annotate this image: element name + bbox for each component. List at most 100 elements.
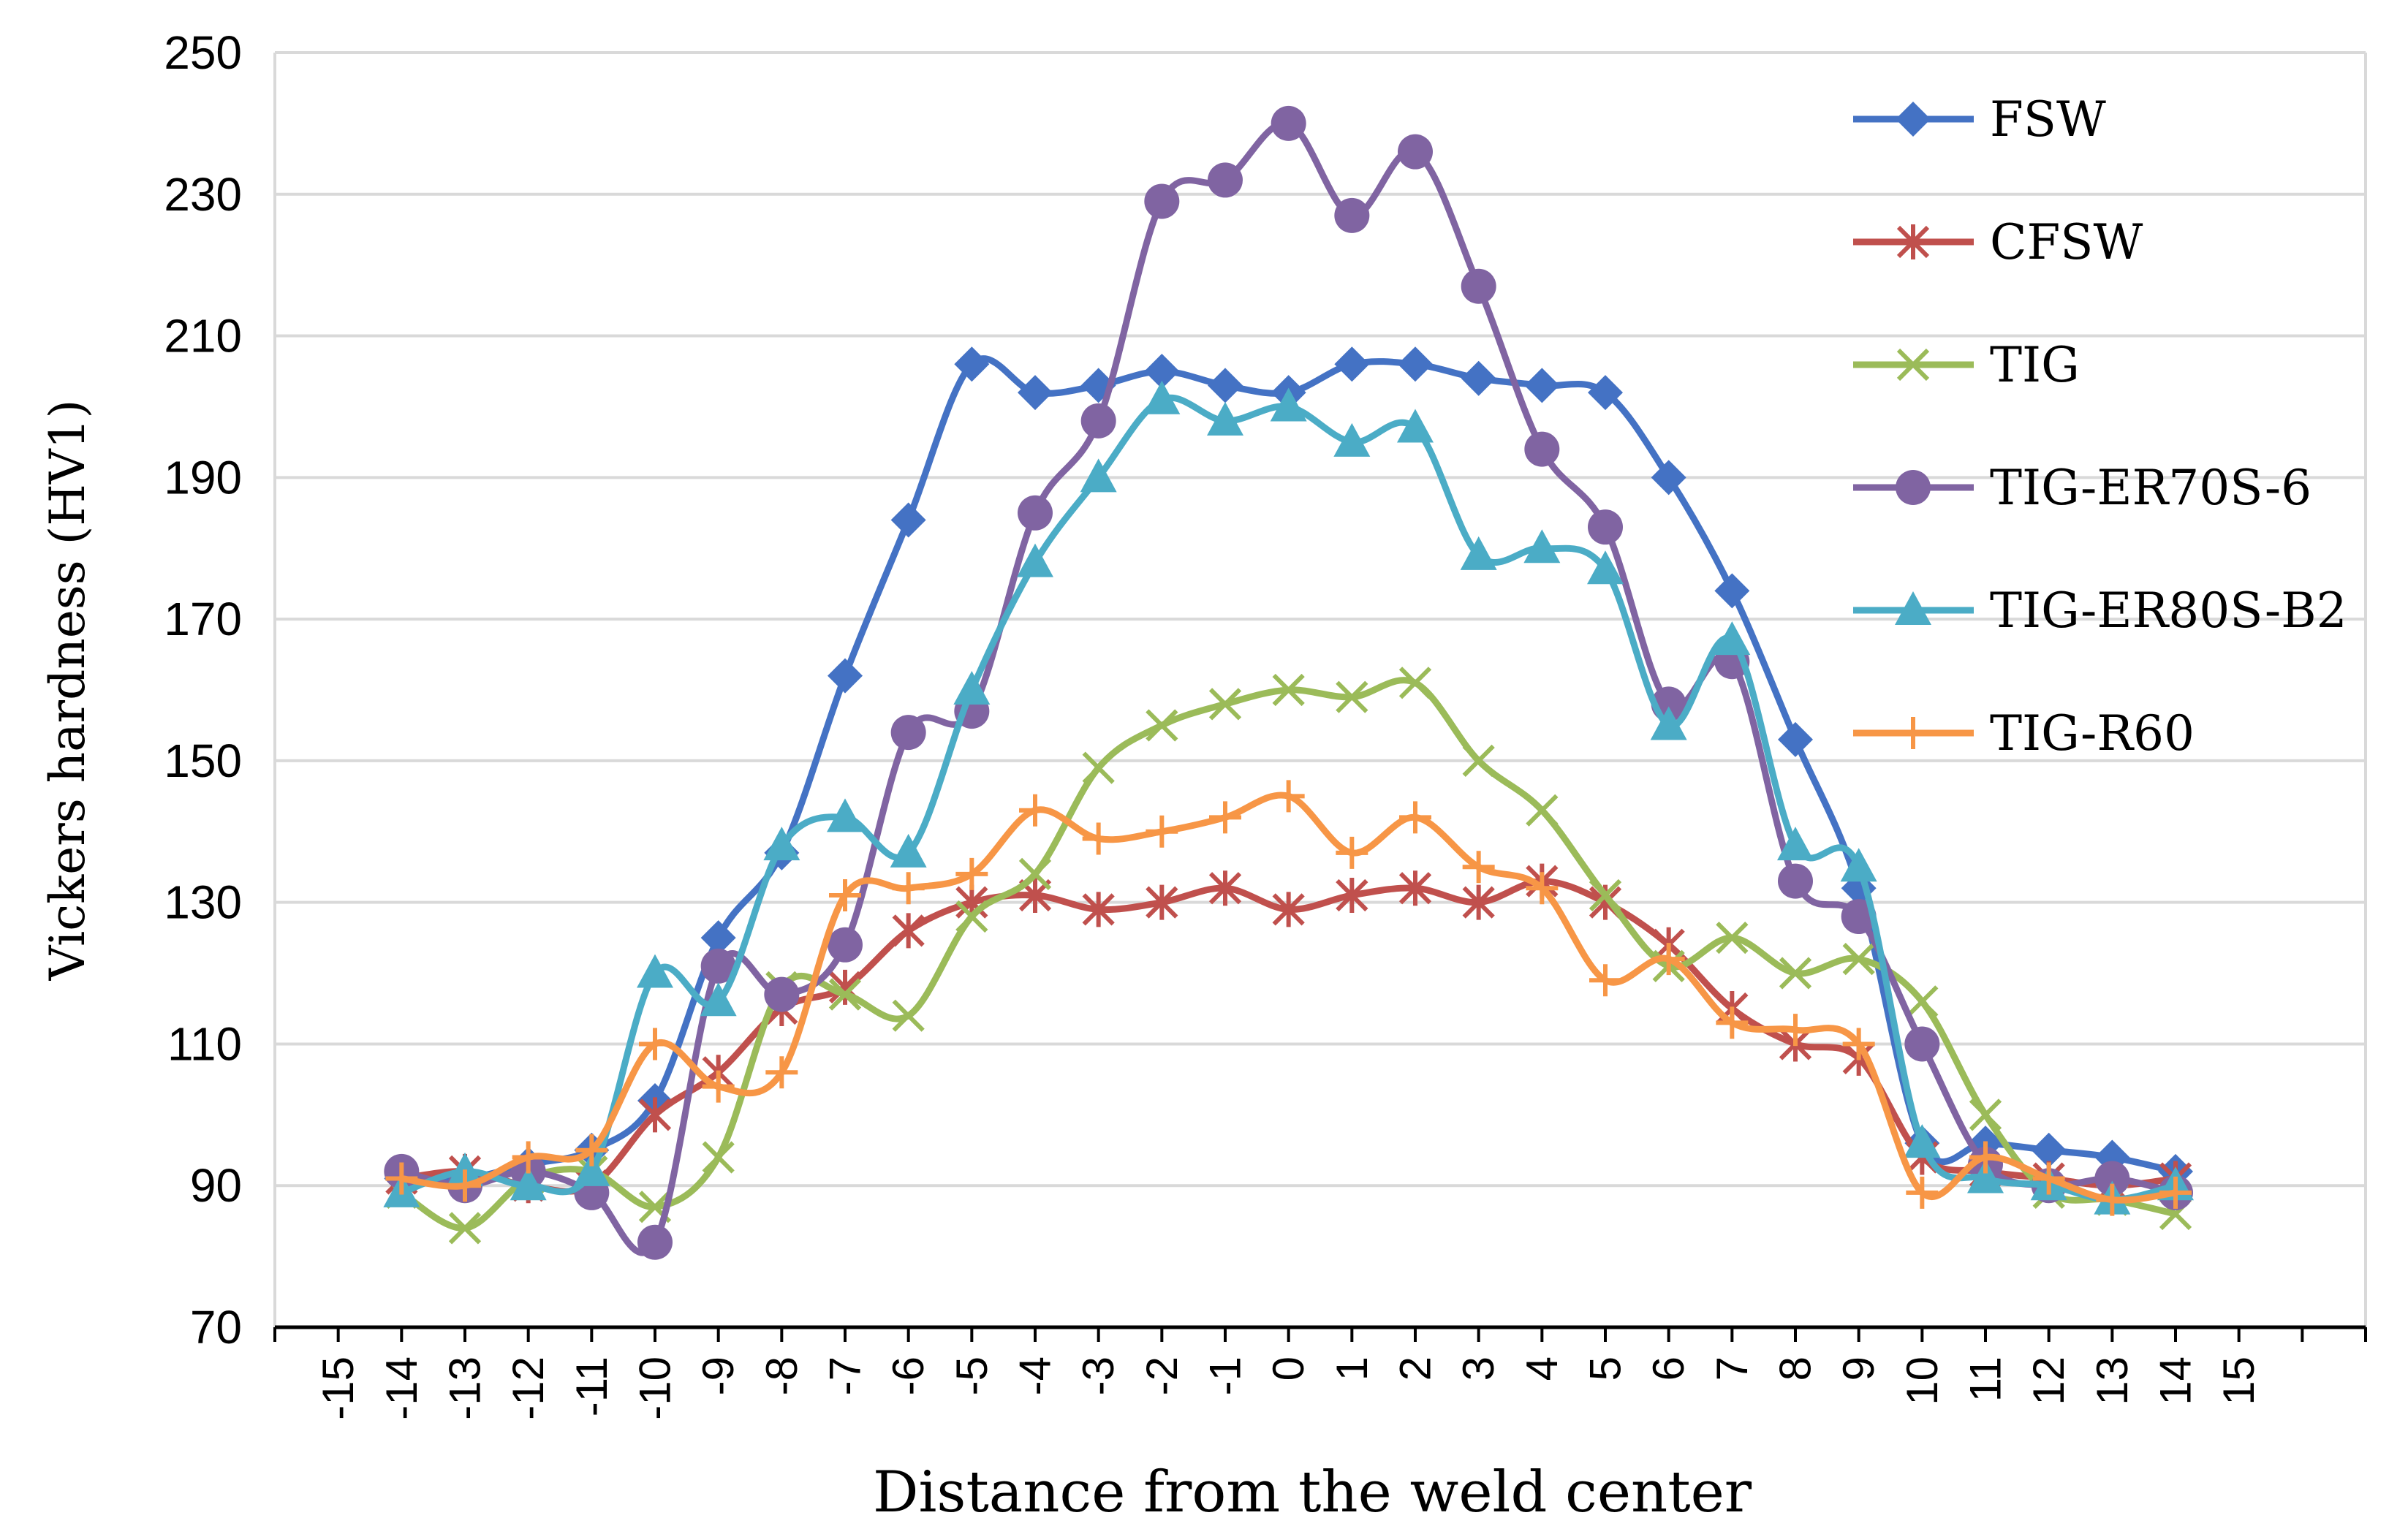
data-point <box>1779 957 1812 990</box>
data-point <box>890 502 926 538</box>
data-point <box>1271 105 1306 141</box>
data-point <box>1462 744 1495 778</box>
data-point <box>510 1166 547 1201</box>
data-point <box>1398 667 1432 699</box>
data-point <box>1967 1159 2004 1193</box>
data-point <box>700 948 736 984</box>
series-tig-r60 <box>385 780 2192 1216</box>
data-point <box>573 1152 610 1186</box>
data-point <box>1398 134 1433 170</box>
x-tick-label: 3 <box>1454 1356 1503 1381</box>
x-tick-label: -2 <box>1137 1356 1186 1395</box>
y-tick-label: 150 <box>164 735 242 787</box>
data-point <box>828 978 862 1011</box>
data-point <box>2159 1176 2192 1209</box>
data-point <box>892 999 925 1032</box>
data-point <box>1778 863 1813 899</box>
y-tick-labels: 70 90 110 130 150 170 190 210 230 250 <box>164 26 242 1354</box>
data-point <box>828 927 863 963</box>
data-point <box>1336 680 1368 713</box>
data-point <box>1523 529 1561 563</box>
data-point <box>1270 387 1307 422</box>
data-point <box>954 346 990 382</box>
data-point <box>702 1141 735 1174</box>
data-point <box>765 1056 798 1089</box>
data-point <box>1208 688 1242 721</box>
data-point <box>1082 892 1115 927</box>
data-point <box>1398 870 1432 906</box>
data-point <box>1334 346 1370 382</box>
x-tick-label: 2 <box>1391 1356 1440 1381</box>
legend-item: TIG <box>1853 337 2080 393</box>
data-point <box>1841 899 1877 935</box>
legend-label: FSW <box>1990 91 2106 148</box>
y-tick-label: 230 <box>164 168 242 221</box>
y-axis-label: Vickers hardness (HV1) <box>39 400 96 982</box>
data-point <box>1906 1176 1939 1209</box>
data-point <box>1019 794 1051 827</box>
data-point <box>1589 878 1622 912</box>
data-point <box>1462 884 1495 920</box>
x-tick-label: 13 <box>2088 1356 2137 1405</box>
data-point <box>1272 673 1305 707</box>
x-tick-label: 5 <box>1581 1356 1630 1381</box>
data-point <box>1272 892 1305 927</box>
series-tig-er80s-b2 <box>383 380 2194 1215</box>
data-point <box>1018 857 1052 891</box>
data-point <box>1208 870 1242 906</box>
x-tick-label: 8 <box>1771 1356 1820 1381</box>
data-point <box>1146 709 1178 742</box>
x-tick-label: 9 <box>1834 1356 1883 1381</box>
data-point <box>1777 827 1814 861</box>
data-point <box>1588 375 1623 411</box>
data-point <box>1336 836 1368 869</box>
data-point <box>575 1134 608 1166</box>
data-point <box>512 1141 545 1174</box>
data-point <box>1840 848 1877 882</box>
x-tick-label: -14 <box>377 1356 426 1420</box>
y-tick-label: 170 <box>164 593 242 645</box>
data-point <box>1779 1014 1811 1047</box>
legend-item: FSW <box>1853 91 2106 148</box>
legend-label: CFSW <box>1990 214 2143 270</box>
data-point <box>1397 409 1434 443</box>
x-tick-label: 1 <box>1328 1356 1377 1381</box>
x-tick-label: -1 <box>1201 1356 1250 1395</box>
data-point <box>1143 380 1181 414</box>
data-point <box>1208 368 1243 403</box>
y-tick-label: 190 <box>164 451 242 504</box>
data-point <box>1146 884 1178 920</box>
legend-item: TIG-ER80S-B2 <box>1853 582 2347 639</box>
x-tick-label: -9 <box>694 1356 743 1395</box>
data-point <box>1208 162 1243 198</box>
y-tick-label: 70 <box>190 1301 242 1354</box>
data-point <box>1651 460 1686 496</box>
y-tick-label: 210 <box>164 310 242 363</box>
data-point <box>2094 1161 2130 1196</box>
data-point <box>1842 943 1875 976</box>
data-point <box>447 1152 483 1186</box>
data-point <box>1144 354 1180 389</box>
data-point <box>1588 509 1623 545</box>
data-point <box>890 715 926 751</box>
x-tick-label: -3 <box>1074 1356 1123 1395</box>
data-point <box>1080 403 1116 439</box>
legend-label: TIG-ER80S-B2 <box>1990 582 2347 639</box>
data-point <box>1144 183 1180 219</box>
data-point <box>1018 375 1053 411</box>
data-point <box>1082 822 1115 855</box>
data-point <box>2096 1183 2129 1216</box>
data-point <box>829 878 861 911</box>
data-point <box>702 1070 735 1103</box>
legend-label: TIG-ER70S-6 <box>1990 460 2312 516</box>
legend-marker <box>1897 717 1929 749</box>
data-point <box>700 982 737 1017</box>
data-point <box>953 671 991 705</box>
data-point <box>1969 1141 2002 1174</box>
x-tick-label: -12 <box>504 1356 553 1420</box>
x-tick-label: -6 <box>884 1356 933 1395</box>
data-point <box>955 900 988 933</box>
legend-marker <box>1896 348 1930 382</box>
series-lines <box>383 105 2194 1260</box>
